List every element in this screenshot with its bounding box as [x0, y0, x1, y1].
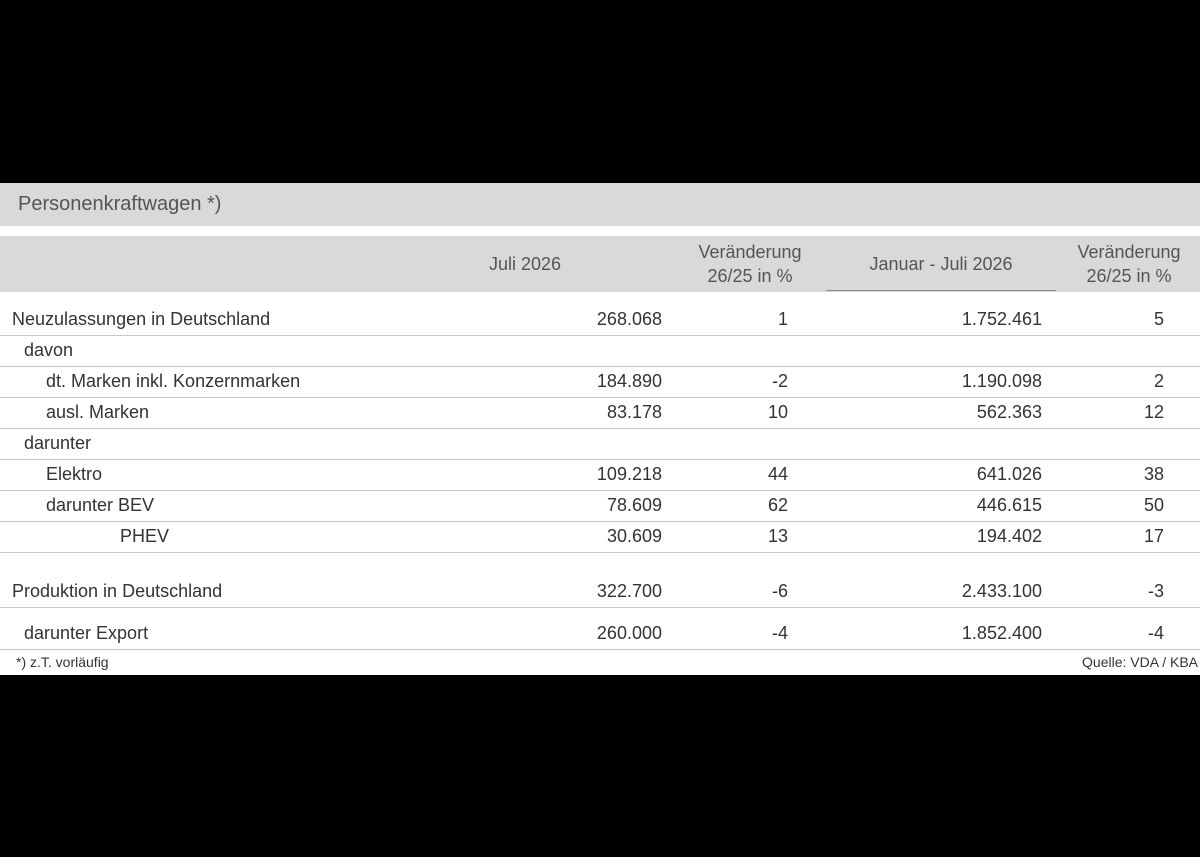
row-label: Produktion in Deutschland [12, 581, 223, 601]
table-row: dt. Marken inkl. Konzernmarken 184.890 -… [0, 366, 1200, 398]
row-change-month: -4 [771, 623, 788, 643]
row-ytd: 562.363 [976, 402, 1042, 422]
page-title: Personenkraftwagen *) [18, 193, 222, 215]
row-change-month: -6 [771, 581, 788, 601]
table-row: darunter Export 260.000 -4 1.852.400 -4 [0, 618, 1200, 650]
header-month: Juli 2026 [488, 254, 562, 274]
row-month: 268.068 [596, 309, 662, 329]
row-label: Neuzulassungen in Deutschland [12, 309, 271, 329]
row-change-ytd: 12 [1143, 402, 1164, 422]
table-row: Neuzulassungen in Deutschland 268.068 1 … [0, 304, 1200, 336]
table-row: darunter BEV 78.609 62 446.615 50 [0, 490, 1200, 522]
header-change-month-line1: Veränderung [698, 242, 802, 262]
stats-panel: Personenkraftwagen *) Juli 2026 Veränder… [0, 183, 1200, 675]
table-header: Juli 2026 Veränderung 26/25 in % Januar … [0, 236, 1200, 292]
row-change-ytd: 5 [1153, 309, 1164, 329]
table-row: davon [0, 335, 1200, 367]
table-row: Produktion in Deutschland 322.700 -6 2.4… [0, 576, 1200, 608]
row-ytd: 641.026 [976, 464, 1042, 484]
row-change-ytd: 38 [1143, 464, 1164, 484]
row-ytd: 1.852.400 [961, 623, 1042, 643]
row-ytd: 1.190.098 [961, 371, 1042, 391]
header-ytd: Januar - Juli 2026 [869, 254, 1013, 274]
row-change-month: 44 [767, 464, 788, 484]
header-change-month-line2: 26/25 in % [707, 266, 793, 286]
header-ytd-underline [826, 290, 1056, 291]
row-label: davon [24, 340, 74, 360]
row-change-ytd: -3 [1147, 581, 1164, 601]
row-label: ausl. Marken [46, 402, 150, 422]
table-row: PHEV 30.609 13 194.402 17 [0, 521, 1200, 553]
row-month: 260.000 [596, 623, 662, 643]
row-month: 83.178 [606, 402, 662, 422]
row-label: darunter Export [24, 623, 149, 643]
footnote: *) z.T. vorläufig [16, 654, 109, 670]
row-change-month: -2 [771, 371, 788, 391]
row-change-ytd: 17 [1143, 526, 1164, 546]
row-ytd: 194.402 [976, 526, 1042, 546]
row-label: darunter [24, 433, 92, 453]
row-ytd: 446.615 [976, 495, 1042, 515]
row-change-month: 10 [767, 402, 788, 422]
header-change-ytd-line2: 26/25 in % [1086, 266, 1172, 286]
row-change-ytd: 2 [1153, 371, 1164, 391]
row-label: PHEV [120, 526, 170, 546]
row-month: 30.609 [606, 526, 662, 546]
row-change-ytd: -4 [1147, 623, 1164, 643]
row-month: 184.890 [596, 371, 662, 391]
row-month: 322.700 [596, 581, 662, 601]
row-change-ytd: 50 [1143, 495, 1164, 515]
row-ytd: 1.752.461 [961, 309, 1042, 329]
header-change-month: Veränderung 26/25 in % [670, 240, 830, 288]
row-label: dt. Marken inkl. Konzernmarken [46, 371, 301, 391]
table-row: ausl. Marken 83.178 10 562.363 12 [0, 397, 1200, 429]
table-row: darunter [0, 428, 1200, 460]
row-change-month: 1 [777, 309, 788, 329]
header-change-ytd: Veränderung 26/25 in % [1058, 240, 1200, 288]
row-month: 109.218 [596, 464, 662, 484]
row-label: Elektro [46, 464, 103, 484]
source-note: Quelle: VDA / KBA [1082, 654, 1198, 670]
table-row: Elektro 109.218 44 641.026 38 [0, 459, 1200, 491]
row-change-month: 62 [767, 495, 788, 515]
header-change-ytd-line1: Veränderung [1077, 242, 1181, 262]
title-bar: Personenkraftwagen *) [0, 183, 1200, 226]
row-ytd: 2.433.100 [961, 581, 1042, 601]
row-change-month: 13 [767, 526, 788, 546]
row-label: darunter BEV [46, 495, 155, 515]
row-month: 78.609 [606, 495, 662, 515]
